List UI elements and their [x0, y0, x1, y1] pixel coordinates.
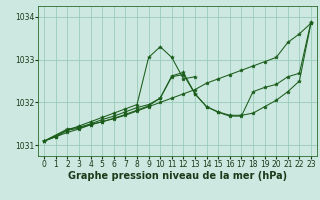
X-axis label: Graphe pression niveau de la mer (hPa): Graphe pression niveau de la mer (hPa) [68, 171, 287, 181]
